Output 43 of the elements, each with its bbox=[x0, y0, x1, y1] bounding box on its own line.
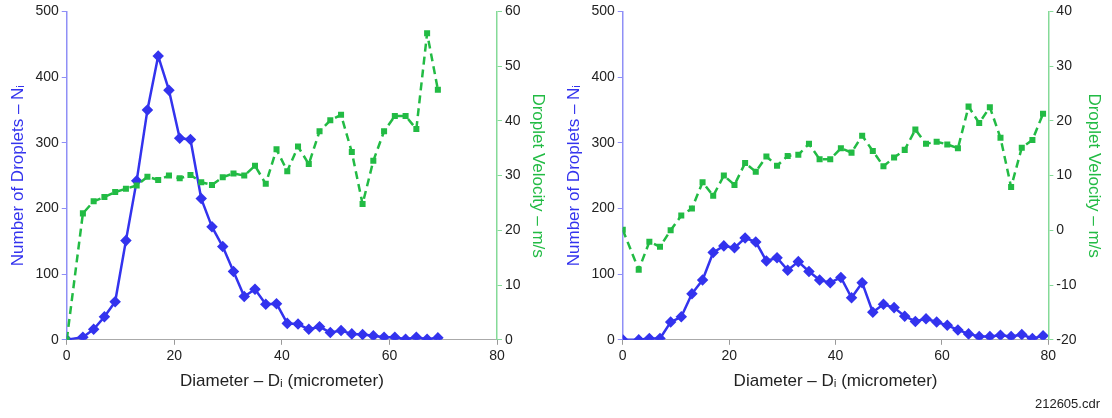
y-tick-label: 300 bbox=[35, 133, 59, 150]
x-tick-label: 40 bbox=[827, 347, 844, 364]
y2-tick-label: 40 bbox=[505, 111, 521, 128]
y2-tick-label: 10 bbox=[505, 275, 521, 292]
y-tick-label: 100 bbox=[35, 264, 59, 281]
y2-tick-label: -10 bbox=[1056, 275, 1077, 292]
y2-tick-label: 0 bbox=[1056, 221, 1065, 238]
y-tick-label: 200 bbox=[35, 199, 59, 216]
y-axis-title: Number of Droplets – Nᵢ bbox=[7, 84, 27, 267]
y-axis-title: Number of Droplets – Nᵢ bbox=[563, 84, 583, 267]
y2-tick-label: 60 bbox=[505, 2, 521, 19]
x-tick-label: 20 bbox=[721, 347, 738, 364]
x-tick-label: 20 bbox=[166, 347, 183, 364]
y-tick-label: 0 bbox=[606, 330, 615, 347]
x-tick-label: 60 bbox=[934, 347, 950, 364]
y2-tick-label: -20 bbox=[1056, 330, 1077, 347]
y2-tick-label: 50 bbox=[505, 56, 521, 73]
x-tick-label: 60 bbox=[381, 347, 398, 364]
y2-tick-label: 0 bbox=[505, 330, 514, 347]
y-tick-label: 0 bbox=[50, 330, 59, 347]
y-tick-label: 500 bbox=[35, 2, 59, 19]
x-tick-label: 0 bbox=[62, 347, 71, 364]
y-tick-label: 400 bbox=[35, 67, 59, 84]
y2-tick-label: 20 bbox=[505, 221, 521, 238]
y2-tick-label: 30 bbox=[505, 166, 521, 183]
y2-tick-label: 30 bbox=[1056, 56, 1073, 73]
x-axis-title: Diameter – Dᵢ (micrometer) bbox=[179, 371, 384, 391]
x-axis-title: Diameter – Dᵢ (micrometer) bbox=[733, 371, 938, 391]
y2-axis-title: Droplet Velocity – m/s bbox=[529, 93, 549, 258]
y-tick-label: 300 bbox=[591, 133, 615, 150]
y2-axis-title: Droplet Velocity – m/s bbox=[1085, 93, 1105, 258]
y2-tick-label: 10 bbox=[1056, 166, 1073, 183]
x-tick-label: 0 bbox=[618, 347, 627, 364]
x-tick-label: 80 bbox=[489, 347, 506, 364]
y-tick-label: 500 bbox=[591, 2, 615, 19]
y-tick-label: 200 bbox=[591, 199, 615, 216]
x-tick-label: 80 bbox=[1040, 347, 1057, 364]
text: 212605.cdr bbox=[1034, 396, 1100, 411]
x-tick-label: 40 bbox=[274, 347, 290, 364]
y-tick-label: 100 bbox=[591, 264, 615, 281]
y2-tick-label: 20 bbox=[1056, 111, 1073, 128]
y-tick-label: 400 bbox=[591, 67, 615, 84]
y2-tick-label: 40 bbox=[1056, 2, 1073, 19]
